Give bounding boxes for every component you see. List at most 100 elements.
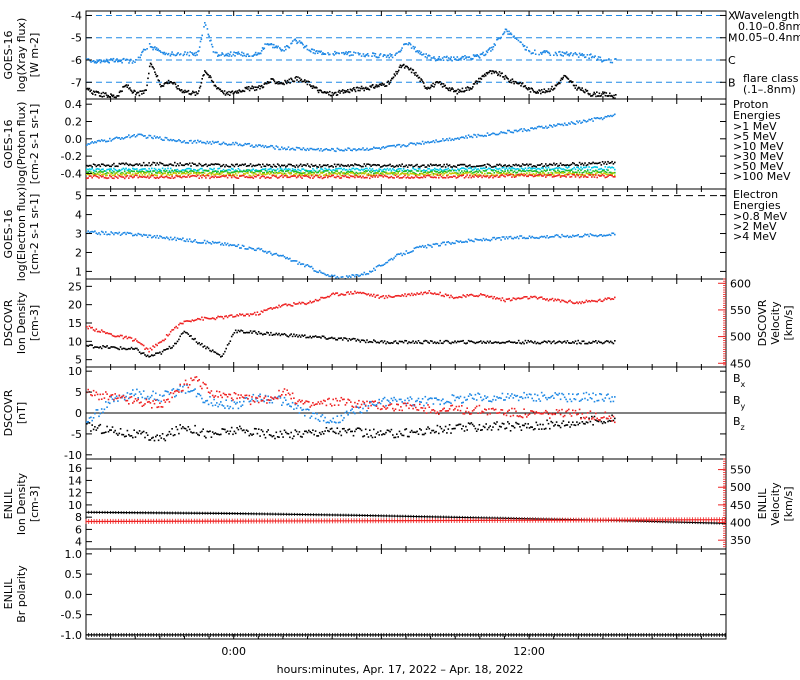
data-point <box>425 174 428 177</box>
data-point <box>298 169 301 172</box>
data-point <box>390 342 393 344</box>
data-point <box>129 168 131 171</box>
data-point <box>516 297 519 300</box>
data-point <box>259 332 261 335</box>
data-point <box>450 88 452 90</box>
data-point <box>160 169 163 172</box>
data-point <box>378 264 380 266</box>
data-point <box>406 172 409 174</box>
data-point <box>443 170 445 173</box>
data-point <box>260 85 262 88</box>
data-point <box>461 167 463 169</box>
data-point <box>99 172 102 174</box>
data-point <box>608 58 610 60</box>
data-point <box>382 169 385 171</box>
data-point <box>314 298 317 301</box>
data-point <box>237 92 240 94</box>
data-point <box>576 301 578 303</box>
data-point <box>222 174 225 176</box>
data-point <box>117 335 119 337</box>
data-point <box>165 52 167 55</box>
data-point <box>543 174 546 176</box>
data-point <box>425 340 428 342</box>
data-point <box>283 333 286 335</box>
data-point <box>370 271 372 273</box>
data-point <box>583 54 585 56</box>
data-point <box>302 171 305 174</box>
data-point <box>211 170 214 173</box>
data-point <box>207 33 210 36</box>
data-point <box>149 170 152 173</box>
data-point <box>595 300 597 303</box>
data-point <box>412 294 414 297</box>
data-point <box>128 177 130 179</box>
data-point <box>488 296 490 298</box>
data-point <box>572 341 574 343</box>
data-point <box>493 172 496 174</box>
data-point <box>310 147 313 150</box>
data-point <box>547 88 550 90</box>
data-point <box>508 174 510 176</box>
data-point <box>504 342 506 344</box>
data-point <box>463 137 466 139</box>
data-point <box>271 78 273 80</box>
data-point <box>457 88 459 91</box>
data-point <box>530 236 532 239</box>
data-point <box>253 249 256 251</box>
data-point <box>482 74 484 77</box>
data-point <box>373 174 375 177</box>
data-point <box>501 131 504 134</box>
data-point <box>512 297 515 299</box>
data-point <box>342 92 345 94</box>
data-point <box>199 163 202 166</box>
data-point <box>445 87 447 89</box>
data-point <box>521 173 524 176</box>
data-point <box>327 274 329 276</box>
data-point <box>545 236 547 239</box>
data-point <box>553 87 556 90</box>
data-point <box>505 173 508 176</box>
data-point <box>218 143 221 145</box>
data-point <box>191 241 194 243</box>
data-point <box>234 169 237 171</box>
data-point <box>609 61 612 64</box>
data-point <box>543 340 546 342</box>
data-point <box>595 166 597 168</box>
data-point <box>329 294 332 297</box>
data-point <box>519 297 521 300</box>
data-point <box>581 300 584 303</box>
data-point <box>524 164 527 166</box>
data-point <box>141 51 143 54</box>
data-point <box>313 49 315 51</box>
data-point <box>404 253 406 256</box>
data-point <box>218 316 221 318</box>
data-point <box>447 59 449 62</box>
data-point <box>377 147 379 149</box>
data-point <box>320 168 322 170</box>
data-point <box>96 330 99 333</box>
data-point <box>304 334 306 336</box>
data-point <box>105 94 108 96</box>
data-point <box>249 169 252 172</box>
data-point <box>565 164 567 166</box>
data-point <box>308 172 310 174</box>
data-point <box>604 171 607 173</box>
data-point <box>110 231 112 233</box>
data-point <box>493 296 496 298</box>
data-point <box>515 168 517 171</box>
data-point <box>206 346 209 348</box>
data-point <box>133 176 135 178</box>
data-point <box>472 58 474 60</box>
data-point <box>146 136 149 139</box>
data-point <box>477 295 479 298</box>
data-point <box>345 338 348 340</box>
data-point <box>363 55 365 57</box>
data-point <box>521 130 524 133</box>
data-point <box>226 165 229 167</box>
data-point <box>504 300 506 303</box>
data-point <box>563 174 566 176</box>
data-point <box>474 170 477 173</box>
data-point <box>354 174 356 177</box>
data-point <box>193 163 195 165</box>
data-point <box>113 346 115 348</box>
